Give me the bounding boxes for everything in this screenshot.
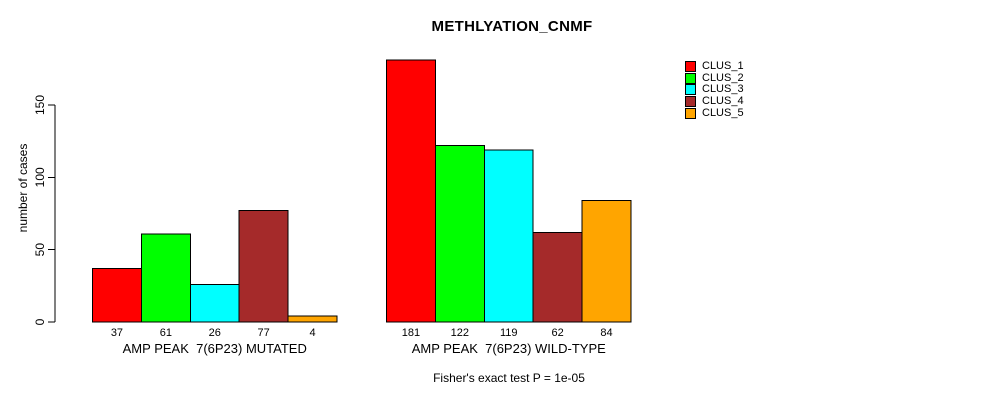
bar xyxy=(532,231,583,323)
bar-value-label: 119 xyxy=(500,327,518,339)
bar xyxy=(189,283,240,323)
legend-swatch xyxy=(685,72,696,84)
bar xyxy=(483,149,534,323)
bar xyxy=(581,199,632,323)
legend-item: CLUS_4 xyxy=(685,96,744,108)
legend-swatch xyxy=(685,61,696,73)
legend-item: CLUS_2 xyxy=(685,71,744,85)
bar-value-label: 77 xyxy=(258,327,270,339)
bar xyxy=(238,210,289,323)
y-tick-label: 100 xyxy=(33,167,47,187)
legend-label: CLUS_3 xyxy=(702,83,744,96)
legend-label: CLUS_4 xyxy=(702,95,744,108)
y-tick-label: 150 xyxy=(33,95,47,115)
bar-value-label: 26 xyxy=(209,327,221,339)
bar-value-label: 62 xyxy=(552,327,564,339)
group-label: AMP PEAK 7(6P23) MUTATED xyxy=(123,341,307,356)
bar-value-label: 61 xyxy=(160,327,172,339)
fisher-test-note: Fisher's exact test P = 1e-05 xyxy=(433,371,585,385)
legend-swatch xyxy=(685,84,696,96)
legend: CLUS_1 CLUS_2 CLUS_3 CLUS_4 CLUS_5 xyxy=(685,61,744,119)
bar xyxy=(92,267,142,323)
legend-label: CLUS_1 xyxy=(702,60,744,73)
y-tick-label: 50 xyxy=(33,243,47,257)
chart-title: METHLYATION_CNMF xyxy=(431,18,593,35)
group-label: AMP PEAK 7(6P23) WILD-TYPE xyxy=(412,341,606,356)
legend-item: CLUS_1 xyxy=(685,61,744,73)
bar-value-label: 37 xyxy=(111,327,123,339)
bar-value-label: 122 xyxy=(451,327,469,339)
legend-label: CLUS_2 xyxy=(702,71,744,84)
bar xyxy=(287,315,338,323)
legend-item: CLUS_3 xyxy=(685,84,744,96)
bar-value-label: 4 xyxy=(309,327,315,339)
bar-value-label: 181 xyxy=(402,327,420,339)
bar xyxy=(386,59,436,323)
legend-label: CLUS_5 xyxy=(702,106,744,119)
bar xyxy=(140,233,191,323)
legend-swatch xyxy=(685,96,696,108)
legend-item: CLUS_5 xyxy=(685,107,744,119)
bar-value-label: 84 xyxy=(600,327,612,339)
bar xyxy=(434,145,485,323)
legend-swatch xyxy=(685,107,696,119)
y-tick-label: 0 xyxy=(33,318,47,325)
